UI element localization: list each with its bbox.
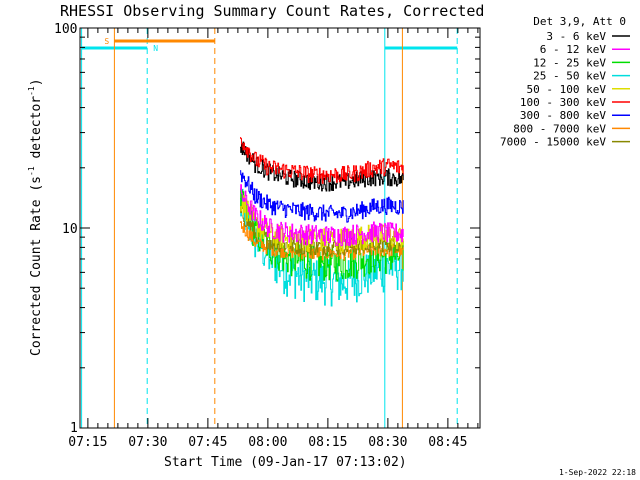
x-tick-label: 07:45 [188,435,227,450]
y-tick-label-10: 10 [62,222,78,237]
legend-entry-label: 25 - 50 keV [533,70,606,83]
x-tick-label: 07:30 [128,435,167,450]
legend-entry-label: 800 - 7000 keV [513,122,606,135]
y-axis: 100 10 1 [54,22,480,436]
saa-label: S [104,37,109,46]
x-tick-label: 08:00 [248,435,287,450]
y-tick-label-1: 1 [70,421,78,436]
y-axis-label-close: ) [29,78,44,86]
legend-entry-label: 7000 - 15000 keV [500,136,606,149]
x-tick-label: 08:30 [368,435,407,450]
x-tick-label: 08:45 [428,435,467,450]
legend-entry-label: 12 - 25 keV [533,56,606,69]
series-line [240,170,404,223]
series-line [240,137,404,184]
y-tick-label-100: 100 [54,22,77,37]
legend-entry-label: 3 - 6 keV [546,30,606,43]
legend-entry-label: 100 - 300 keV [520,96,606,109]
x-axis-label: Start Time (09-Jan-17 07:13:02) [164,455,407,470]
y-axis-label-exp2: -1 [27,86,36,96]
y-axis-label-exp1: -1 [27,166,36,176]
series-line [240,184,404,247]
footer-date: 1-Sep-2022 22:18 [559,468,636,477]
x-tick-label: 07:15 [68,435,107,450]
x-tick-label: 08:15 [308,435,347,450]
chart-title: RHESSI Observing Summary Count Rates, Co… [60,2,484,20]
y-axis-label-main: Corrected Count Rate (s [29,176,44,356]
legend-entry-label: 50 - 100 keV [527,83,607,96]
legend-entry-label: 6 - 12 keV [540,43,607,56]
x-axis: 07:15 07:30 07:45 08:00 08:15 08:30 08:45 [68,28,479,450]
legend-header: Det 3,9, Att 0 [533,15,626,28]
y-axis-label-detector: detector [29,96,44,167]
night-label: N [153,44,158,53]
y-axis-label: Corrected Count Rate (s-1 detector-1) [27,78,44,356]
legend-entry-label: 300 - 800 keV [520,109,606,122]
plot-area: SN [81,28,458,428]
